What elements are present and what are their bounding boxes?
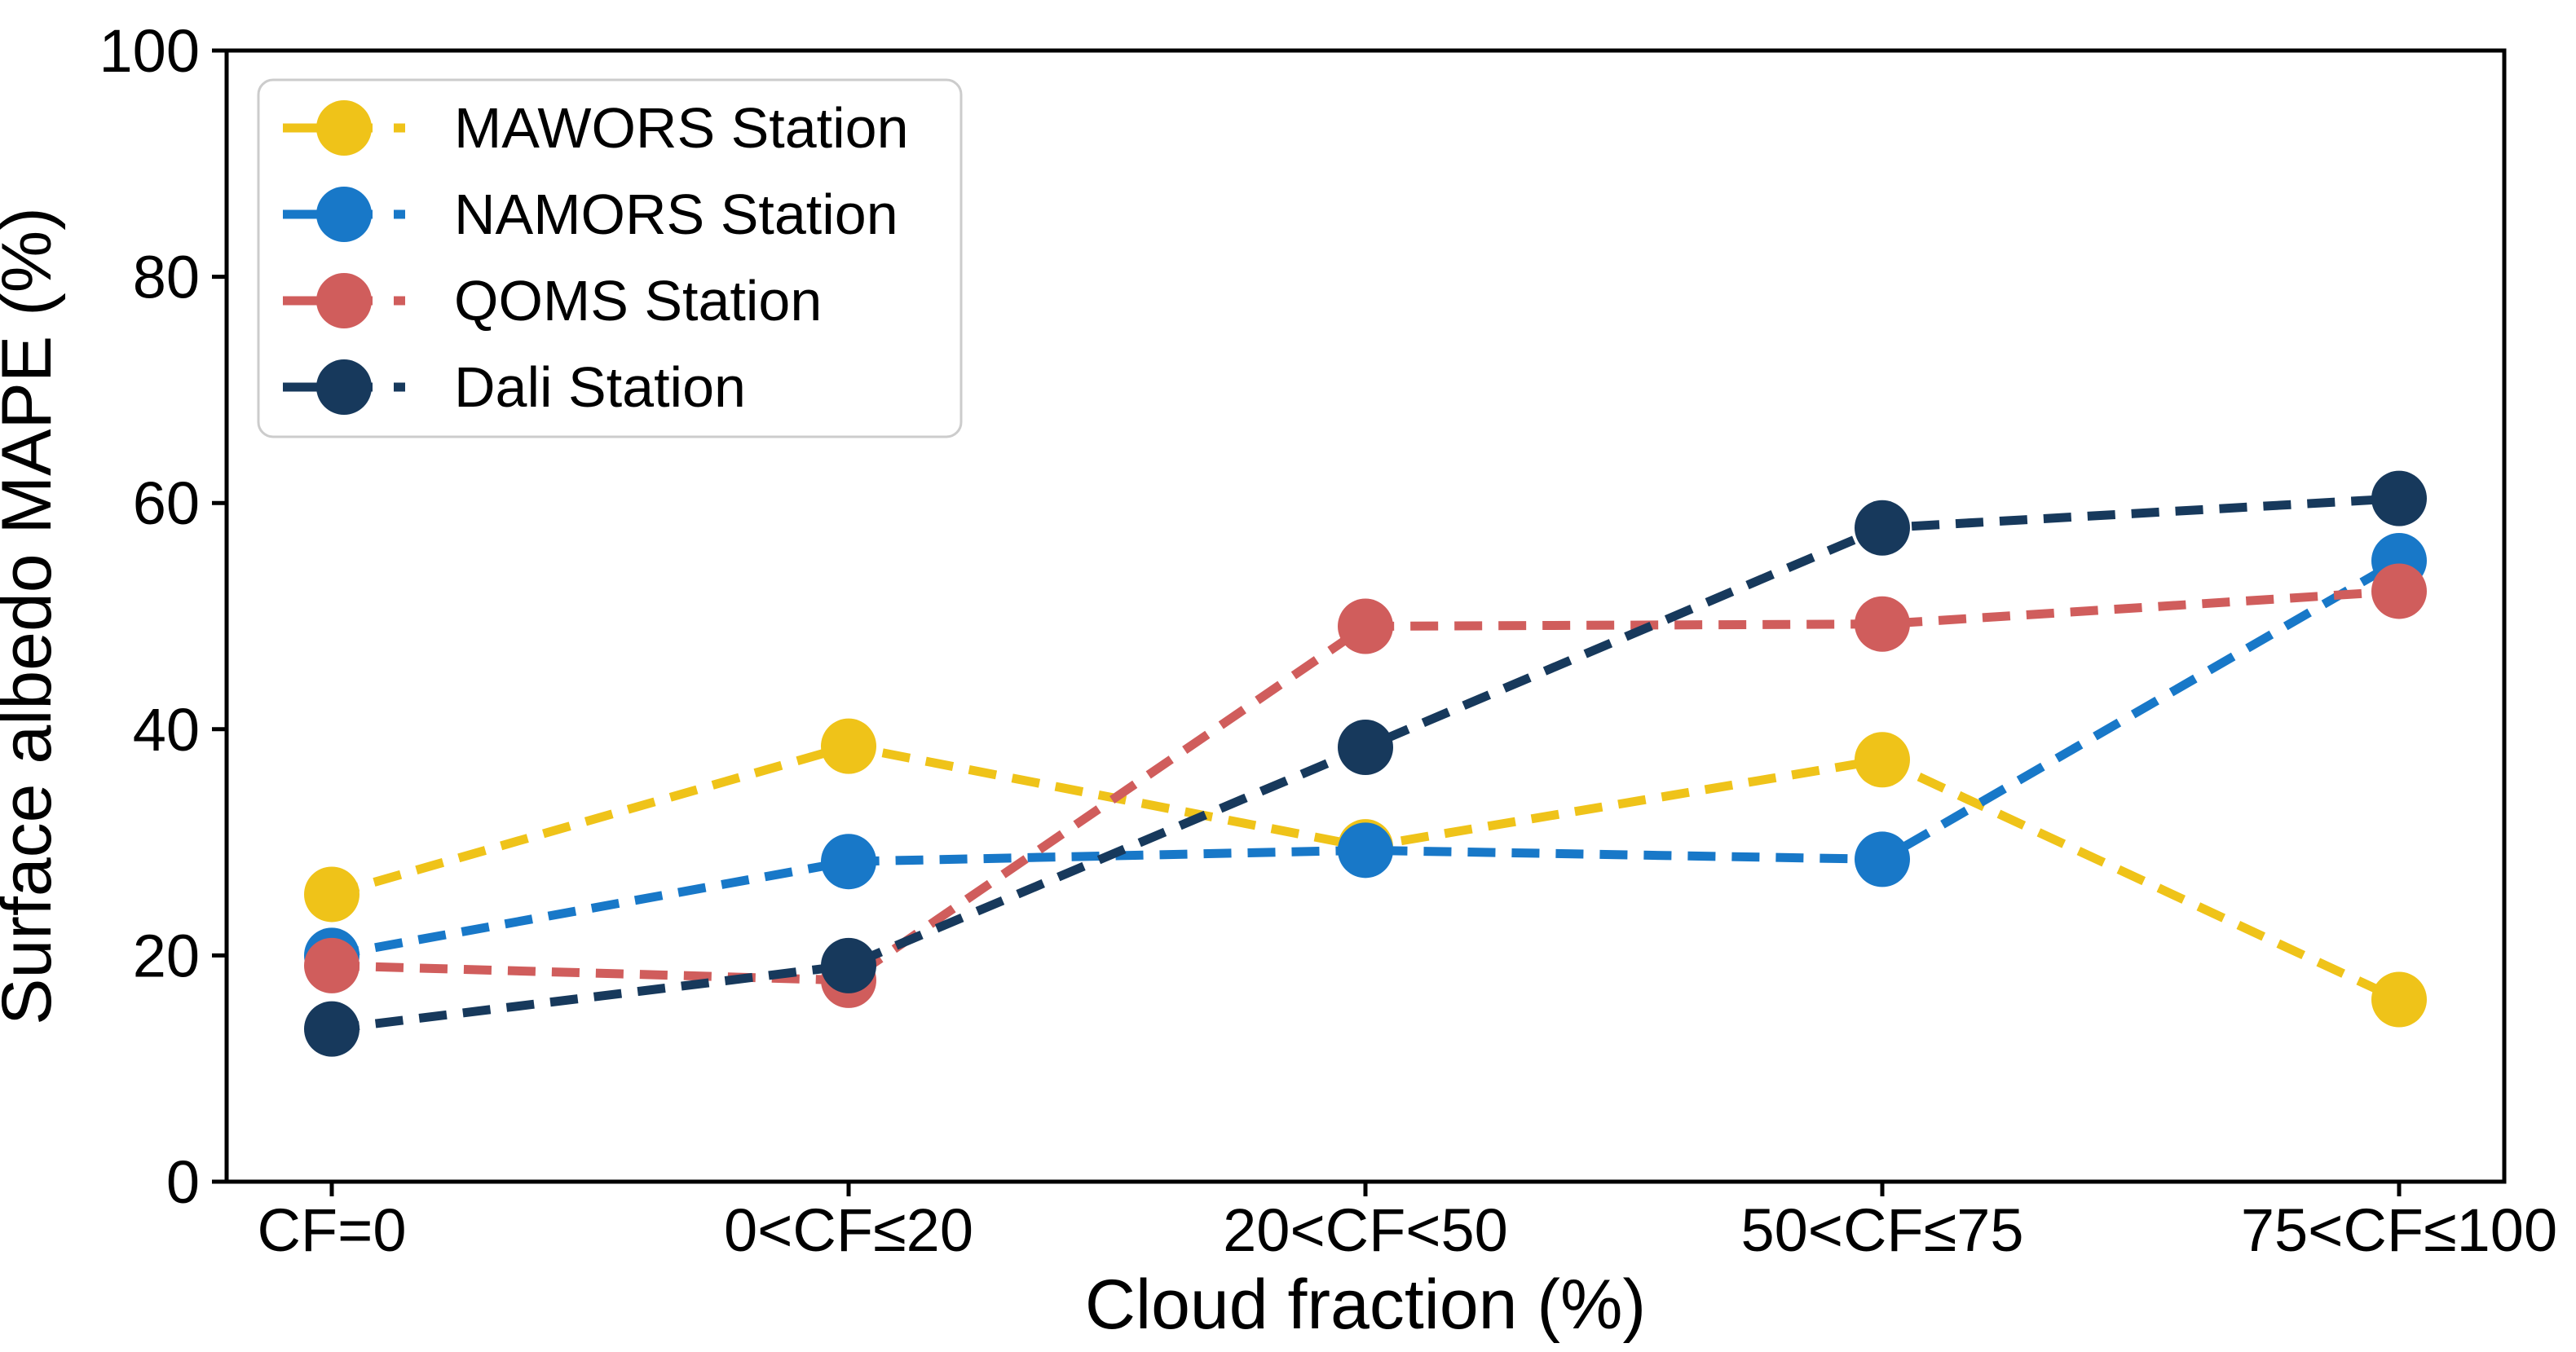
x-tick-label: CF=0	[257, 1196, 406, 1264]
series-dali-station-marker	[1338, 720, 1393, 776]
series-namors-station-marker	[1338, 822, 1393, 879]
y-tick-label: 60	[133, 469, 200, 537]
y-tick-label: 0	[166, 1148, 200, 1216]
legend-marker	[316, 273, 372, 328]
x-tick-label: 20<CF<50	[1223, 1196, 1508, 1264]
y-axis: 0 20 40 60 80 100	[99, 17, 227, 1216]
series-mawors-station-marker	[2371, 971, 2427, 1028]
legend-item: Dali Station	[283, 355, 746, 419]
series-qoms-station-marker	[1855, 596, 1910, 652]
legend-marker	[316, 359, 372, 415]
series-qoms-station-marker	[304, 937, 359, 993]
series-mawors-station-marker	[304, 866, 359, 923]
series-namors-station-marker	[1855, 831, 1910, 887]
series-mawors-station-marker	[821, 718, 876, 774]
x-tick-label: 0<CF≤20	[724, 1196, 973, 1264]
series-dali-station	[304, 470, 2427, 1057]
plot-border	[224, 48, 2507, 1184]
series-dali-station-marker	[1855, 500, 1910, 556]
y-tick-label: 20	[133, 922, 200, 989]
legend: MAWORS Station NAMORS Station QOMS Station…	[257, 78, 963, 438]
legend-label: QOMS Station	[454, 269, 822, 332]
series-mawors-station-marker	[1855, 732, 1910, 788]
legend-label: NAMORS Station	[454, 183, 898, 246]
legend-marker	[316, 100, 372, 156]
series-qoms-station	[304, 563, 2427, 1008]
legend-item: MAWORS Station	[283, 96, 909, 160]
series-dali-station-marker	[304, 1001, 359, 1057]
legend-label: Dali Station	[454, 355, 746, 419]
y-tick-label: 80	[133, 244, 200, 311]
x-axis-title: Cloud fraction (%)	[1085, 1266, 1646, 1344]
y-tick-label: 40	[133, 696, 200, 764]
legend-item: NAMORS Station	[283, 183, 898, 246]
x-tick-label: 75<CF≤100	[2241, 1196, 2557, 1264]
legend-item: QOMS Station	[283, 269, 822, 332]
legend-box	[257, 78, 963, 438]
x-tick-label: 50<CF≤75	[1740, 1196, 2023, 1264]
series-namors-station-marker	[821, 834, 876, 890]
axes: 0 20 40 60 80 100 CF=0 0<CF≤20 20<CF<50 50<CF≤75 7…	[0, 17, 2557, 1344]
series-dali-station-marker	[821, 937, 876, 993]
y-axis-title: Surface albedo MAPE (%)	[0, 207, 66, 1025]
legend-marker	[316, 187, 372, 242]
x-axis: CF=0 0<CF≤20 20<CF<50 50<CF≤75 75<CF≤100	[257, 1182, 2557, 1264]
series-qoms-station-marker	[2371, 563, 2427, 619]
series-dali-station-marker	[2371, 470, 2427, 526]
y-tick-label: 100	[99, 17, 200, 85]
series-qoms-station-marker	[1338, 598, 1393, 654]
legend-label: MAWORS Station	[454, 96, 909, 160]
